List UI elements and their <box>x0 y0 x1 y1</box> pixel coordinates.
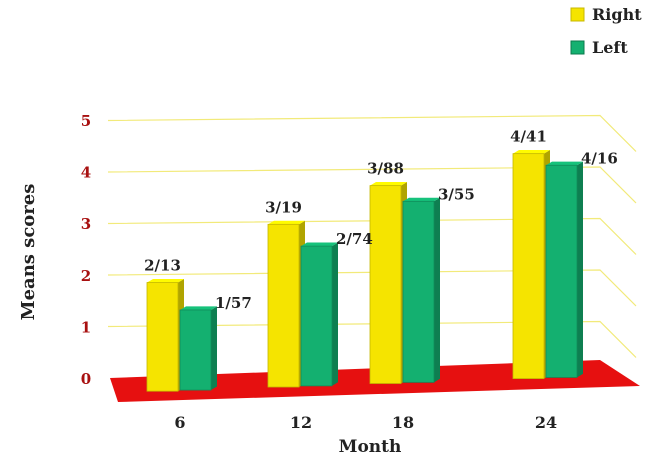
x-tick-label: 6 <box>174 413 185 432</box>
bar-top <box>403 197 440 202</box>
bar <box>369 185 402 384</box>
bar-top <box>180 306 217 310</box>
bar <box>300 245 333 387</box>
bar <box>267 223 300 388</box>
data-label: 4/41 <box>510 128 547 146</box>
gridline <box>107 217 637 255</box>
gridline <box>107 114 637 152</box>
bar <box>179 309 212 391</box>
legend-swatch-left <box>570 40 585 55</box>
bar-top <box>268 220 305 225</box>
bar-top <box>546 161 583 166</box>
data-label: 3/88 <box>367 160 404 178</box>
bars <box>146 150 583 392</box>
y-axis-label: Means scores <box>18 184 39 321</box>
bar <box>512 153 545 379</box>
bar-top <box>147 278 184 283</box>
x-tick-label: 24 <box>535 413 557 432</box>
data-label: 3/55 <box>438 185 475 203</box>
bar <box>402 200 435 383</box>
data-label: 3/19 <box>265 198 302 216</box>
legend-item-left: Left <box>570 38 628 57</box>
y-tick-label: 2 <box>81 267 91 285</box>
x-tick-label: 18 <box>392 413 414 432</box>
legend-item-right: Right <box>570 5 642 24</box>
bar-side <box>332 242 338 386</box>
bar-side <box>211 306 217 391</box>
data-label: 2/13 <box>144 257 181 275</box>
legend-label-right: Right <box>592 5 642 24</box>
bar-top <box>370 182 407 186</box>
y-axis-ticks: 0 1 2 3 4 5 <box>81 112 91 388</box>
bar <box>146 282 179 392</box>
bar-side <box>577 161 583 378</box>
legend-label-left: Left <box>592 38 628 57</box>
data-labels: 2/13 1/57 3/19 2/74 3/88 3/55 4/41 4/16 <box>144 128 618 312</box>
bar-side <box>434 197 440 383</box>
legend: Right Left <box>570 5 642 57</box>
y-tick-label: 5 <box>81 112 91 130</box>
x-axis-label: Month <box>339 437 402 457</box>
data-label: 1/57 <box>215 294 252 312</box>
legend-swatch-right <box>570 7 585 22</box>
bar <box>545 164 578 378</box>
data-label: 2/74 <box>336 230 373 248</box>
y-tick-label: 0 <box>81 370 91 388</box>
y-tick-label: 1 <box>81 318 91 336</box>
y-tick-label: 3 <box>81 215 91 233</box>
bar-top <box>513 150 550 154</box>
y-tick-label: 4 <box>81 164 91 182</box>
gridline <box>107 166 637 204</box>
x-axis-ticks: 6 12 18 24 <box>174 413 557 432</box>
x-tick-label: 12 <box>290 413 312 432</box>
data-label: 4/16 <box>581 149 618 167</box>
bar-top <box>301 242 338 247</box>
